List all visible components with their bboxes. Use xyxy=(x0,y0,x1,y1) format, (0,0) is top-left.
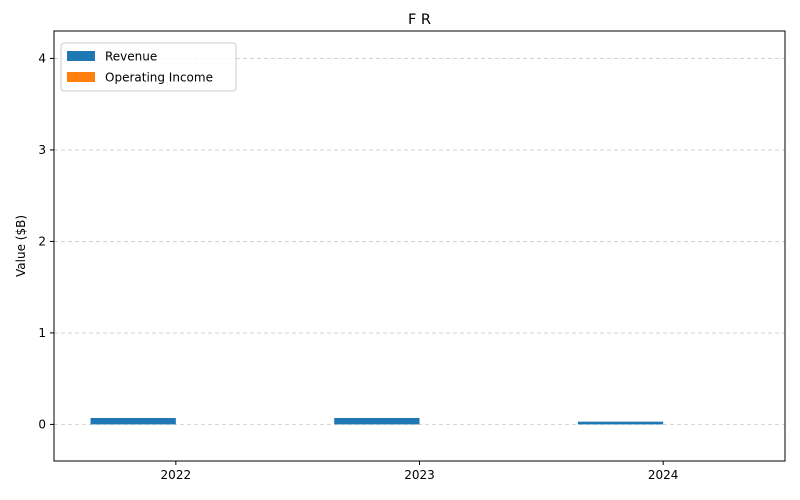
y-tick-label: 3 xyxy=(38,143,46,157)
legend-swatch-operating-income xyxy=(67,72,95,82)
x-tick-label: 2022 xyxy=(161,468,192,482)
legend-label-revenue: Revenue xyxy=(105,50,157,64)
y-tick-label: 0 xyxy=(38,417,46,431)
legend: Revenue Operating Income xyxy=(60,42,237,92)
y-tick-label: 2 xyxy=(38,234,46,248)
y-axis-label: Value ($B) xyxy=(14,215,28,277)
x-tick-label: 2023 xyxy=(404,468,435,482)
bars xyxy=(90,418,664,425)
gridlines xyxy=(54,58,785,425)
legend-label-operating-income: Operating Income xyxy=(105,71,213,85)
plot-frame xyxy=(53,30,786,462)
ticks: 0 1 2 3 4 2022 2023 2024 xyxy=(38,51,678,482)
bar-revenue-2024 xyxy=(577,421,664,425)
chart-title: F R xyxy=(408,12,431,28)
y-tick-label: 4 xyxy=(38,51,46,65)
legend-frame xyxy=(60,42,237,92)
x-tick-label: 2024 xyxy=(648,468,679,482)
bar-revenue-2023 xyxy=(334,418,420,425)
legend-swatch-revenue xyxy=(67,51,95,61)
bar-revenue-2022 xyxy=(90,418,176,425)
y-tick-label: 1 xyxy=(38,326,46,340)
